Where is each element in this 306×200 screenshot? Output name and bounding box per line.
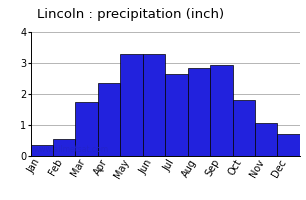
Bar [255, 123, 278, 156]
Bar [165, 74, 188, 156]
Bar [143, 54, 165, 156]
Bar [188, 68, 210, 156]
Bar [31, 145, 53, 156]
Bar [210, 65, 233, 156]
Bar [120, 54, 143, 156]
Bar [76, 102, 98, 156]
Bar [53, 139, 76, 156]
Text: Lincoln : precipitation (inch): Lincoln : precipitation (inch) [37, 8, 224, 21]
Bar [233, 100, 255, 156]
Bar [98, 83, 120, 156]
Text: www.allmetsat.com: www.allmetsat.com [33, 145, 108, 154]
Bar [278, 134, 300, 156]
